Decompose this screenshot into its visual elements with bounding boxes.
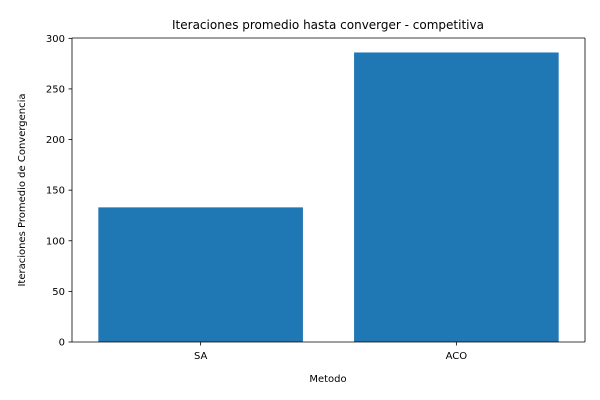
- axes-frame: [71, 37, 586, 343]
- y-axis-ticks: 0 50 100 150 200 250 300: [46, 34, 72, 349]
- bars-group: [98, 52, 559, 342]
- x-axis-label: Metodo: [309, 374, 346, 385]
- x-axis-ticks: SA ACO: [194, 342, 467, 362]
- x-tick-label: ACO: [446, 351, 468, 362]
- y-tick-label: 50: [52, 287, 65, 298]
- y-tick-label: 300: [46, 34, 65, 45]
- y-tick-label: 200: [46, 135, 65, 146]
- x-tick-label: SA: [194, 351, 208, 362]
- bar-sa: [98, 207, 303, 342]
- y-tick-label: 250: [46, 84, 65, 95]
- y-tick-label: 150: [46, 186, 65, 197]
- bar-aco: [354, 52, 559, 342]
- y-tick-label: 100: [46, 236, 65, 247]
- y-axis-label: Iteraciones Promedio de Convergencia: [17, 93, 28, 286]
- chart-title: Iteraciones promedio hasta converger - c…: [172, 18, 484, 32]
- y-tick-label: 0: [59, 338, 65, 349]
